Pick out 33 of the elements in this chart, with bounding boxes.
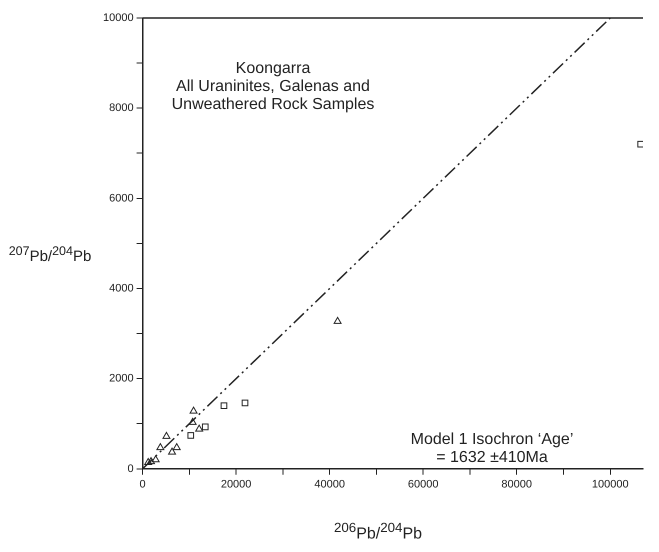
y-tick-label: 0 (127, 462, 134, 475)
point (156, 443, 164, 450)
y-tick-label: 2000 (109, 372, 134, 385)
text: All Uraninites, Galenas and Unweathered Rock Samples (170, 78, 376, 114)
point (152, 455, 160, 462)
y-tick-label: 6000 (109, 192, 134, 204)
x-tick-label: 20000 (220, 478, 252, 490)
x-tick-label: 0 (140, 478, 146, 490)
point (190, 406, 198, 414)
point (220, 402, 228, 410)
y-tick-label: 4000 (109, 282, 134, 295)
annotation: Model 1 Isochron ‘Age’ = 1632 ±410Ma (410, 431, 574, 467)
y-axis-title: $^{207}$Pb/$^{204}$Pb (8, 244, 92, 265)
x-tick-label: 80000 (501, 478, 532, 490)
point (242, 400, 248, 406)
y-tick-label: 10000 (102, 12, 134, 24)
point (637, 140, 643, 148)
point (162, 432, 170, 439)
point (195, 424, 204, 432)
x-tick-label: 60000 (408, 478, 438, 490)
point (202, 424, 209, 430)
text: Koongarra (234, 60, 312, 78)
point (168, 448, 176, 455)
point (144, 458, 152, 465)
x-tick-label: 100000 (592, 478, 629, 490)
point (188, 418, 197, 425)
point (172, 443, 181, 450)
y-tick-label: 8000 (109, 102, 134, 114)
point (334, 316, 342, 324)
x-tick-label: 40000 (314, 478, 345, 490)
x-axis-title: $^{206}$Pb/$^{204}$Pb (332, 520, 424, 544)
point (147, 457, 155, 464)
point (187, 432, 194, 439)
